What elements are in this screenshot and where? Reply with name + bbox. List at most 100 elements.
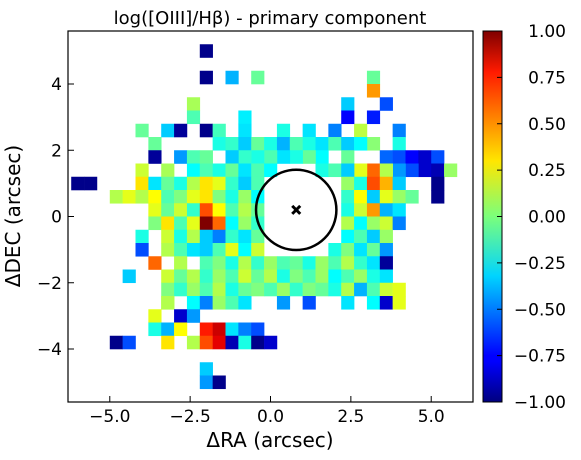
heatmap-cell xyxy=(302,150,316,164)
y-tick-label: −2 xyxy=(37,274,62,294)
heatmap-cell xyxy=(328,137,342,151)
heatmap-cell xyxy=(109,190,123,204)
heatmap-cell xyxy=(444,163,458,178)
heatmap-cell xyxy=(251,163,265,178)
heatmap-cell xyxy=(212,176,226,191)
heatmap-cell xyxy=(238,269,252,284)
heatmap-cell xyxy=(186,282,201,297)
heatmap-cell xyxy=(289,269,303,284)
heatmap-cell xyxy=(199,176,213,191)
heatmap-cell xyxy=(354,229,368,244)
heatmap-cell xyxy=(431,150,445,164)
heatmap-cell xyxy=(264,137,278,151)
heatmap-cell xyxy=(264,335,278,350)
heatmap-cell xyxy=(71,176,85,191)
heatmap-cell xyxy=(238,150,252,164)
heatmap-cell xyxy=(238,163,252,178)
heatmap-cell xyxy=(174,243,188,257)
heatmap-cell xyxy=(302,282,316,297)
heatmap-cell xyxy=(212,335,226,350)
heatmap-cell xyxy=(392,123,406,138)
heatmap-cell xyxy=(199,335,213,350)
heatmap-cells xyxy=(71,44,458,390)
heatmap-cell xyxy=(379,229,393,244)
heatmap-cell xyxy=(418,163,432,178)
heatmap-cell xyxy=(366,229,381,244)
heatmap-cell xyxy=(302,296,316,310)
heatmap-cell xyxy=(366,163,381,178)
heatmap-cell xyxy=(276,296,291,310)
heatmap-cell xyxy=(161,335,175,350)
heatmap-cell xyxy=(122,190,136,204)
heatmap-cell xyxy=(212,190,226,204)
heatmap-cell xyxy=(302,123,316,138)
heatmap-cell xyxy=(122,269,136,284)
heatmap-cell xyxy=(186,269,201,284)
heatmap-cell xyxy=(328,123,342,138)
heatmap-cell xyxy=(212,137,226,151)
heatmap-cell xyxy=(366,84,381,98)
colorbar-tick-label: −0.75 xyxy=(514,347,566,367)
heatmap-cell xyxy=(225,70,239,85)
heatmap-cell xyxy=(379,216,393,231)
heatmap-cell xyxy=(238,335,252,350)
heatmap-cell xyxy=(199,269,213,284)
heatmap-cell xyxy=(289,150,303,164)
heatmap-cell xyxy=(315,282,329,297)
heatmap-cell xyxy=(225,229,239,244)
heatmap-cell xyxy=(379,190,393,204)
heatmap-cell xyxy=(174,203,188,217)
heatmap-cell xyxy=(276,123,291,138)
heatmap-cell xyxy=(174,190,188,204)
heatmap-cell xyxy=(251,176,265,191)
heatmap-cell xyxy=(174,322,188,337)
heatmap-cell xyxy=(186,216,201,231)
heatmap-cell xyxy=(354,137,368,151)
heatmap-cell xyxy=(392,150,406,164)
heatmap-cell xyxy=(174,150,188,164)
heatmap-cell xyxy=(366,110,381,125)
heatmap-cell xyxy=(135,243,149,257)
heatmap-cell xyxy=(238,176,252,191)
heatmap-cell xyxy=(379,296,393,310)
heatmap-cell xyxy=(148,150,162,164)
heatmap-cell xyxy=(392,282,406,297)
heatmap-cell xyxy=(238,110,252,125)
heatmap-cell xyxy=(84,176,98,191)
heatmap-cell xyxy=(186,110,201,125)
heatmap-cell xyxy=(341,282,355,297)
heatmap-cell xyxy=(212,243,226,257)
heatmap-cell xyxy=(161,216,175,231)
heatmap-cell xyxy=(109,335,123,350)
overlay xyxy=(254,168,338,252)
heatmap-cell xyxy=(354,282,368,297)
heatmap-cell xyxy=(328,269,342,284)
heatmap-cell xyxy=(186,176,201,191)
heatmap-cell xyxy=(212,269,226,284)
heatmap-cell xyxy=(199,296,213,310)
heatmap-cell xyxy=(148,190,162,204)
heatmap-cell xyxy=(148,256,162,270)
heatmap-cell xyxy=(251,243,265,257)
heatmap-cell xyxy=(238,123,252,138)
heatmap-cell xyxy=(341,137,355,151)
y-axis-ticks: −4 −2 0 2 4 xyxy=(37,75,74,360)
heatmap-cell xyxy=(315,150,329,164)
heatmap-cell xyxy=(161,123,175,138)
heatmap-cell xyxy=(379,203,393,217)
heatmap-cell xyxy=(302,269,316,284)
y-tick-label: 4 xyxy=(51,75,62,95)
heatmap-cell xyxy=(161,296,175,310)
heatmap-cell xyxy=(199,70,213,85)
heatmap-cell xyxy=(225,176,239,191)
heatmap-cell xyxy=(341,203,355,217)
heatmap-cell xyxy=(186,163,201,178)
heatmap-cell xyxy=(366,70,381,85)
heatmap-cell xyxy=(289,137,303,151)
heatmap-cell xyxy=(225,150,239,164)
heatmap-cell xyxy=(199,322,213,337)
heatmap-cell xyxy=(328,282,342,297)
heatmap-cell xyxy=(354,256,368,270)
heatmap-cell xyxy=(212,203,226,217)
heatmap-cell xyxy=(264,150,278,164)
